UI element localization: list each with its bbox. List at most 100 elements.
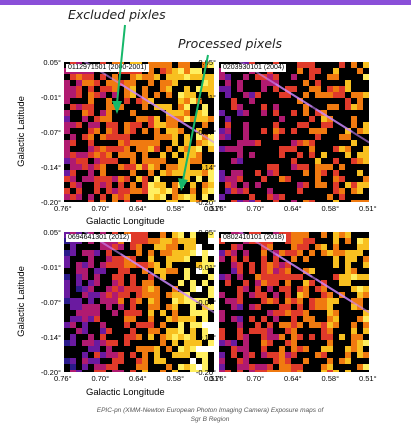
- exposure-pixel: [261, 268, 267, 274]
- exposure-pixel: [70, 140, 76, 146]
- exposure-pixel: [166, 164, 172, 170]
- exposure-pixel: [148, 328, 154, 334]
- exposure-pixel: [249, 292, 255, 298]
- exposure-pixel: [333, 232, 339, 238]
- exposure-pixel: [231, 98, 237, 104]
- exposure-pixel: [136, 140, 142, 146]
- exposure-pixel: [351, 250, 357, 256]
- exposure-pixel: [297, 250, 303, 256]
- exposure-pixel: [261, 340, 267, 346]
- exposure-pixel: [178, 352, 184, 358]
- exposure-pixel: [321, 370, 327, 372]
- exposure-pixel: [76, 194, 82, 200]
- exposure-pixel: [142, 286, 148, 292]
- exposure-pixel: [190, 188, 196, 194]
- exposure-pixel: [303, 316, 309, 322]
- exposure-pixel: [184, 86, 190, 92]
- exposure-pixel: [315, 110, 321, 116]
- exposure-pixel: [351, 158, 357, 164]
- exposure-pixel: [273, 122, 279, 128]
- exposure-pixel: [309, 250, 315, 256]
- exposure-pixel: [273, 316, 279, 322]
- exposure-pixel: [345, 256, 351, 262]
- exposure-pixel: [309, 116, 315, 122]
- exposure-pixel: [315, 286, 321, 292]
- exposure-panel-2: 0203930101 (2004): [219, 62, 369, 202]
- exposure-pixel: [321, 346, 327, 352]
- exposure-pixel: [88, 262, 94, 268]
- exposure-pixel: [160, 334, 166, 340]
- exposure-pixel: [124, 98, 130, 104]
- exposure-pixel: [208, 286, 214, 292]
- exposure-pixel: [261, 80, 267, 86]
- exposure-pixel: [64, 340, 70, 346]
- exposure-pixel: [219, 170, 225, 176]
- exposure-pixel: [321, 122, 327, 128]
- exposure-pixel: [190, 310, 196, 316]
- exposure-pixel: [231, 268, 237, 274]
- exposure-pixel: [190, 170, 196, 176]
- exposure-pixel: [261, 328, 267, 334]
- exposure-pixel: [184, 110, 190, 116]
- exposure-pixel: [154, 352, 160, 358]
- exposure-pixel: [231, 104, 237, 110]
- exposure-pixel: [178, 128, 184, 134]
- exposure-pixel: [160, 250, 166, 256]
- exposure-pixel: [154, 358, 160, 364]
- exposure-pixel: [76, 328, 82, 334]
- exposure-pixel: [208, 86, 214, 92]
- exposure-pixel: [82, 104, 88, 110]
- exposure-pixel: [118, 256, 124, 262]
- exposure-pixel: [219, 74, 225, 80]
- exposure-pixel: [100, 158, 106, 164]
- exposure-pixel: [261, 370, 267, 372]
- exposure-pixel: [279, 250, 285, 256]
- exposure-pixel: [357, 340, 363, 346]
- exposure-pixel: [94, 316, 100, 322]
- exposure-pixel: [136, 164, 142, 170]
- exposure-pixel: [219, 334, 225, 340]
- exposure-pixel: [243, 364, 249, 370]
- exposure-pixel: [178, 250, 184, 256]
- exposure-pixel: [196, 244, 202, 250]
- exposure-pixel: [178, 98, 184, 104]
- exposure-pixel: [196, 146, 202, 152]
- y-tick-label: -0.14°: [195, 333, 216, 342]
- exposure-pixel: [184, 176, 190, 182]
- exposure-pixel: [315, 352, 321, 358]
- exposure-pixel: [333, 86, 339, 92]
- exposure-pixel: [88, 200, 94, 202]
- exposure-pixel: [351, 104, 357, 110]
- exposure-pixel: [321, 364, 327, 370]
- exposure-pixel: [345, 98, 351, 104]
- exposure-pixel: [255, 364, 261, 370]
- exposure-pixel: [112, 134, 118, 140]
- exposure-pixel: [166, 122, 172, 128]
- exposure-pixel: [70, 164, 76, 170]
- exposure-pixel: [166, 146, 172, 152]
- exposure-pixel: [106, 286, 112, 292]
- exposure-pixel: [190, 146, 196, 152]
- y-tick-label: 0.05°: [43, 228, 61, 237]
- exposure-pixel: [142, 232, 148, 238]
- exposure-pixel: [172, 304, 178, 310]
- exposure-pixel: [184, 98, 190, 104]
- exposure-pixel: [130, 298, 136, 304]
- exposure-pixel: [196, 370, 202, 372]
- exposure-pixel: [76, 370, 82, 372]
- exposure-pixel: [124, 286, 130, 292]
- exposure-pixel: [106, 250, 112, 256]
- exposure-pixel: [208, 140, 214, 146]
- exposure-pixel: [94, 250, 100, 256]
- exposure-pixel: [237, 346, 243, 352]
- exposure-pixel: [172, 370, 178, 372]
- exposure-pixel: [351, 328, 357, 334]
- exposure-pixel: [100, 92, 106, 98]
- exposure-pixel: [339, 134, 345, 140]
- exposure-pixel: [357, 316, 363, 322]
- y-tick-label: -0.07°: [195, 298, 216, 307]
- exposure-pixel: [148, 188, 154, 194]
- exposure-pixel: [94, 280, 100, 286]
- exposure-pixel: [285, 92, 291, 98]
- annotation-processed-pixels: Processed pixels: [178, 36, 282, 51]
